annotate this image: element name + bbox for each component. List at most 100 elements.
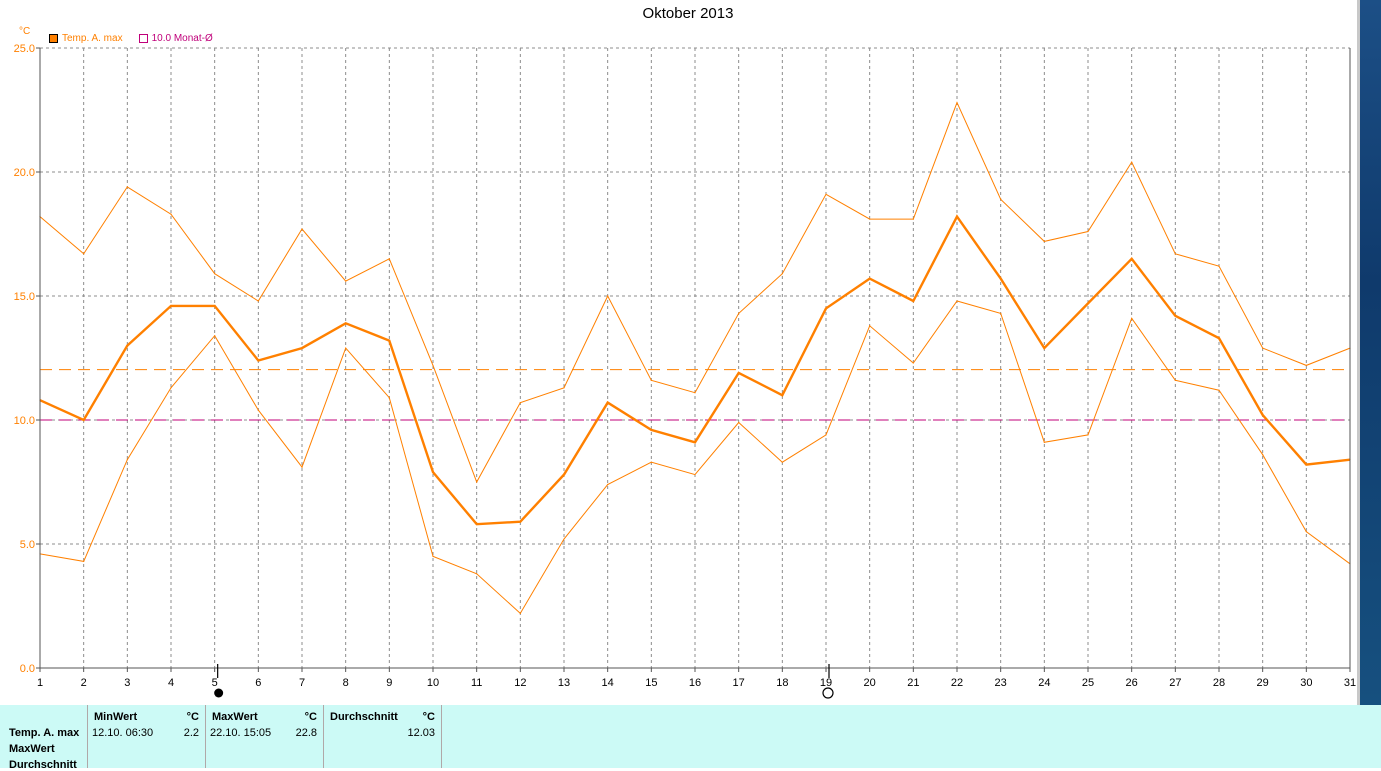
min-datetime: 12.10. 06:30 xyxy=(92,727,154,739)
data-point-upper-envelope xyxy=(170,213,172,215)
data-point-lower-envelope xyxy=(825,434,827,436)
data-point-lower-envelope xyxy=(1000,312,1002,314)
data-point-main xyxy=(301,347,303,349)
data-point-lower-envelope xyxy=(1131,317,1133,319)
y-tick-label: 0.0 xyxy=(20,663,35,675)
data-point-main xyxy=(912,300,914,302)
x-tick-label: 31 xyxy=(1344,677,1356,689)
x-tick-label: 7 xyxy=(299,677,305,689)
data-point-upper-envelope xyxy=(607,295,609,297)
data-point-lower-envelope xyxy=(650,461,652,463)
avg-value: 12.03 xyxy=(407,727,435,739)
data-point-main xyxy=(1131,258,1133,260)
max-unit: °C xyxy=(304,711,317,723)
max-value: 22.8 xyxy=(295,727,317,739)
data-point-main xyxy=(214,305,216,307)
series-line-upper-envelope xyxy=(39,101,1351,484)
x-tick-label: 23 xyxy=(995,677,1007,689)
y-tick-label: 15.0 xyxy=(14,291,35,303)
data-point-main xyxy=(1000,278,1002,280)
x-tick-label: 30 xyxy=(1300,677,1312,689)
x-tick-labels: 1 2 3 4 5 6 7 8 9 10 11 12 13 14 15 16 17 18 19 20 21 22 23 24 2… xyxy=(37,677,1356,689)
data-point-lower-envelope xyxy=(781,461,783,463)
data-point-main xyxy=(563,473,565,476)
data-point-upper-envelope xyxy=(1131,161,1133,163)
avg-unit: °C xyxy=(422,711,435,723)
data-point-upper-envelope xyxy=(956,101,958,104)
y-tick-label: 20.0 xyxy=(14,167,35,179)
y-tick-label: 10.0 xyxy=(14,415,35,427)
data-point-lower-envelope xyxy=(476,573,478,575)
x-tick-label: 28 xyxy=(1213,677,1225,689)
x-tick-label: 16 xyxy=(689,677,701,689)
x-tick-label: 27 xyxy=(1169,677,1181,689)
legend-item-monthly-avg: 10.0 Monat-Ø xyxy=(138,32,213,44)
x-tick-label: 5 xyxy=(212,677,218,689)
data-point-lower-envelope xyxy=(1305,531,1307,533)
stats-min-column: MinWert °C 12.10. 06:30 2.2 xyxy=(88,705,206,768)
x-tick-label: 6 xyxy=(255,677,261,689)
data-point-main xyxy=(345,322,347,324)
data-point-lower-envelope xyxy=(956,300,958,302)
legend-swatch-monthly-avg xyxy=(138,33,148,43)
data-point-main xyxy=(476,523,478,525)
data-point-lower-envelope xyxy=(388,397,390,399)
data-point-main xyxy=(126,345,128,347)
x-tick-label: 25 xyxy=(1082,677,1094,689)
data-point-lower-envelope xyxy=(738,421,740,424)
legend-label-monthly-avg: 10.0 Monat-Ø xyxy=(151,32,213,44)
y-axis-unit: °C xyxy=(19,26,31,37)
data-point-upper-envelope xyxy=(432,364,434,367)
data-point-upper-envelope xyxy=(563,387,565,389)
min-value: 2.2 xyxy=(183,727,199,739)
data-point-upper-envelope xyxy=(476,481,478,483)
avg-header: Durchschnitt xyxy=(330,711,398,723)
data-point-lower-envelope xyxy=(563,538,565,540)
data-point-lower-envelope xyxy=(126,459,128,461)
reference-lines xyxy=(40,369,1350,421)
data-point-lower-envelope xyxy=(345,347,347,349)
data-point-main xyxy=(650,429,652,431)
x-tick-label: 12 xyxy=(514,677,526,689)
legend-swatch-temp xyxy=(49,33,58,43)
data-point-upper-envelope xyxy=(1087,230,1089,233)
data-point-upper-envelope xyxy=(1262,347,1264,349)
data-point-lower-envelope xyxy=(1262,454,1264,456)
window-edge-strip xyxy=(1357,0,1381,705)
x-tick-label: 26 xyxy=(1126,677,1138,689)
data-point-upper-envelope xyxy=(781,273,783,275)
data-point-main xyxy=(1305,464,1307,466)
data-point-main xyxy=(1174,315,1176,317)
statistics-panel: Temp. A. max MaxWert Durchschnitt MinWer… xyxy=(0,705,1381,771)
data-point-lower-envelope xyxy=(257,409,259,411)
x-tick-label: 3 xyxy=(124,677,130,689)
data-point-lower-envelope xyxy=(83,560,85,562)
axes xyxy=(36,47,1351,672)
data-point-upper-envelope xyxy=(650,379,652,381)
stats-row-labels: Temp. A. max MaxWert Durchschnitt xyxy=(0,705,88,771)
data-point-upper-envelope xyxy=(738,312,740,314)
min-unit: °C xyxy=(186,711,199,723)
x-tick-label: 20 xyxy=(864,677,876,689)
data-point-main xyxy=(388,340,390,342)
x-tick-label: 10 xyxy=(427,677,439,689)
grid xyxy=(40,47,1351,668)
legend-label-temp: Temp. A. max xyxy=(62,32,123,44)
data-point-upper-envelope xyxy=(257,300,259,302)
x-tick-label: 13 xyxy=(558,677,570,689)
new-moon-icon xyxy=(214,688,224,698)
data-point-upper-envelope xyxy=(912,218,914,220)
stats-avg-column: Durchschnitt °C 12.03 xyxy=(324,705,442,768)
x-tick-label: 1 xyxy=(37,677,43,689)
chart-title: Oktober 2013 xyxy=(642,5,734,22)
data-point-upper-envelope xyxy=(388,258,390,260)
series-line-main xyxy=(39,214,1351,526)
data-point-main xyxy=(257,359,259,362)
moon-phase-markers xyxy=(214,664,834,699)
min-header: MinWert xyxy=(94,711,138,723)
data-point-upper-envelope xyxy=(1000,198,1002,200)
data-point-upper-envelope xyxy=(1218,265,1220,267)
x-tick-label: 8 xyxy=(343,677,349,689)
data-point-main xyxy=(432,471,434,473)
data-point-lower-envelope xyxy=(1087,434,1089,436)
